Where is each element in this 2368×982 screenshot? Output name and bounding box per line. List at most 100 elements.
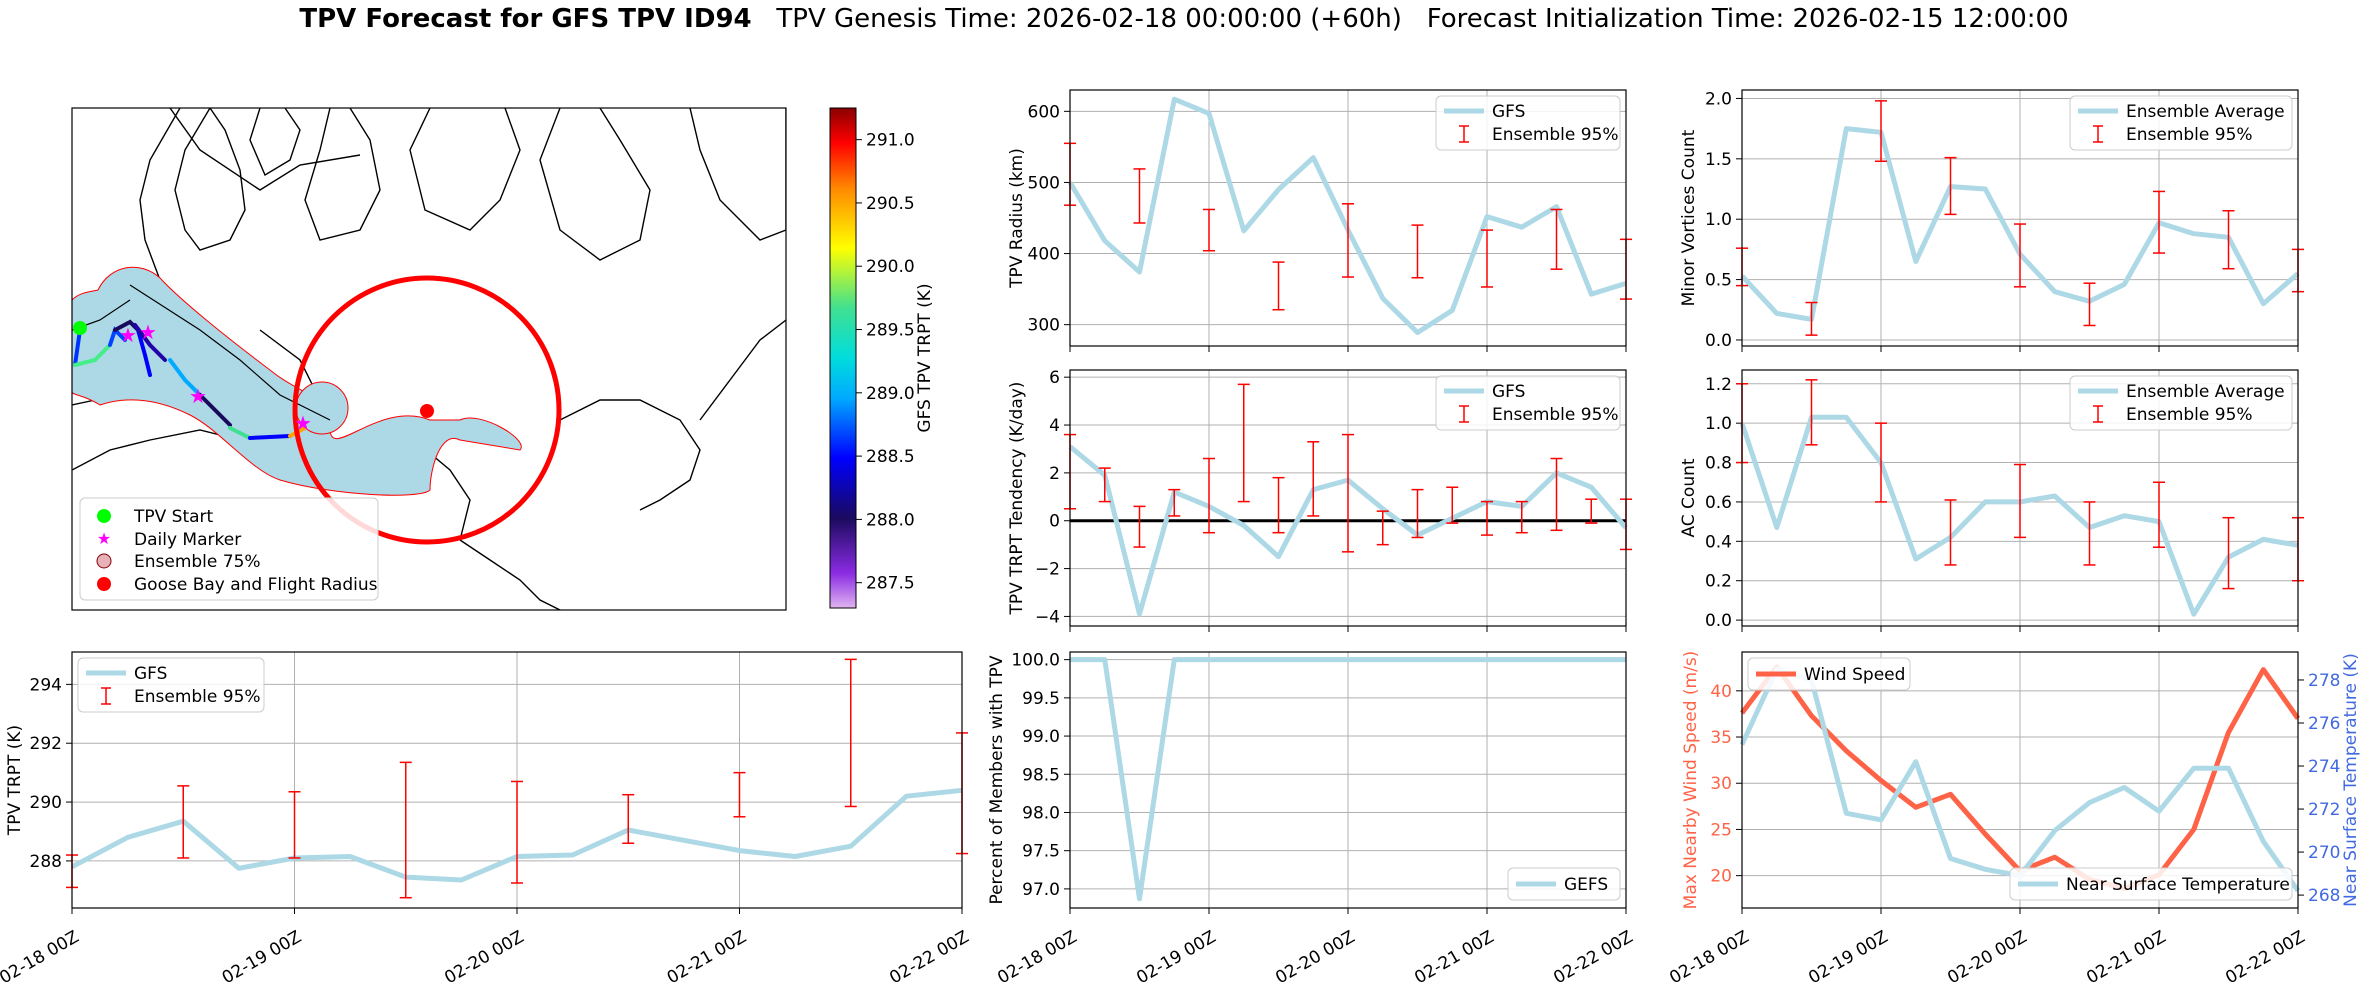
wind_temp-ytick2-label: 278 [2308, 671, 2340, 691]
minor-ytick-label: 2.0 [1705, 89, 1732, 109]
percent-ytick-label: 98.0 [1022, 803, 1060, 823]
legend-goosebay-label: Goose Bay and Flight Radius [134, 575, 378, 595]
coastline-island-a [174, 108, 246, 251]
trpt-ytick-label: 290 [30, 793, 62, 813]
tendency-ytick-label: 4 [1049, 416, 1060, 436]
legend-start-icon [97, 509, 111, 523]
minor-ytick-label: 0.5 [1705, 271, 1732, 291]
ac-ytick-label: 0.6 [1705, 493, 1732, 513]
trpt-ytick-label: 294 [30, 675, 62, 695]
minor-panel: 0.0 0.5 1.0 1.5 2.0 Minor Vortices Count Ens… [1679, 89, 2304, 352]
colorbar-tick-label: 288.5 [866, 447, 915, 467]
trpt-xtick-label: 02-22 00Z [886, 927, 972, 982]
percent-xtick-label: 02-22 00Z [1550, 927, 1636, 982]
tendency-legend-errbar [1459, 405, 1469, 423]
daily-marker-star: ★ [119, 323, 137, 347]
tendency-ytick-label: 6 [1049, 368, 1060, 388]
percent-legend-gefs: GEFS [1564, 875, 1608, 895]
ac-legend-errbar [2093, 405, 2103, 423]
temp-ylabel: Near Surface Temperature (K) [2341, 653, 2361, 907]
figure-title-bold: TPV Forecast for GFS TPV ID94 [299, 4, 752, 34]
coastline-island-d [409, 108, 521, 231]
percent-ylabel: Percent of Members with TPV [987, 655, 1007, 904]
radius-panel: 300 400 500 600 TPV Radius (km) GFS Ensembl… [1007, 89, 1632, 352]
minor-legend-ens: Ensemble 95% [2126, 125, 2253, 145]
ac-legend-box [2069, 375, 2293, 431]
track-segment [73, 328, 82, 367]
ensemble-75-region [72, 266, 522, 496]
wind_temp-ytick-label: 35 [1710, 728, 1732, 748]
percent-frame [1069, 651, 1627, 909]
colorbar-tick-label: 290.5 [866, 194, 915, 214]
ac-frame [1741, 369, 2299, 627]
ac-ytick-label: 0.4 [1705, 532, 1732, 552]
tendency-ytick-label: −4 [1035, 607, 1060, 627]
colorbar-tick-label: 289.5 [866, 321, 915, 341]
ac-ytick-label: 0.8 [1705, 454, 1732, 474]
minor-legend-box [2069, 95, 2293, 151]
percent-ytick-label: 99.0 [1022, 727, 1060, 747]
legend-daily-icon: ★ [97, 529, 111, 548]
wind_temp-xtick-label: 02-22 00Z [2222, 927, 2308, 982]
wind_temp-xtick-label: 02-19 00Z [1805, 927, 1891, 982]
percent-chart: 02-18 00Z 02-19 00Z 02-20 00Z 02-21 00Z 02-2… [994, 651, 1636, 982]
map-contents: ★ ★ ★ ★ [72, 108, 786, 610]
percent-legend-box [1507, 867, 1621, 901]
minor-legend-errbar [2093, 125, 2103, 143]
wind_temp-xtick-label: 02-18 00Z [1666, 927, 1752, 982]
wind_temp-ytick2-label: 270 [2308, 843, 2340, 863]
figure-title: TPV Forecast for GFS TPV ID94 TPV Genesi… [0, 4, 2368, 34]
wind_temp-ytick-label: 20 [1710, 867, 1732, 887]
radius-ylabel: TPV Radius (km) [1007, 148, 1027, 289]
map-panel: ★ ★ ★ ★ TPV Start ★ Daily Marker Ensembl… [71, 107, 935, 611]
wind_temp-ytick2-label: 268 [2308, 886, 2340, 906]
legend-goosebay-icon [97, 577, 111, 591]
goose-bay-marker [420, 404, 434, 418]
radius-legend-errbar [1459, 125, 1469, 143]
wind-legend-label: Wind Speed [1804, 665, 1905, 685]
map-legend: TPV Start ★ Daily Marker Ensemble 75% Go… [79, 497, 379, 601]
radius-chart: 300 400 500 600 [1028, 90, 1632, 352]
trpt-ylabel: TPV TRPT (K) [5, 725, 25, 836]
percent-xtick-label: 02-19 00Z [1133, 927, 1219, 982]
minor-ylabel: Minor Vortices Count [1679, 129, 1699, 306]
percent-series-line [1070, 657, 1626, 902]
temp-legend: Near Surface Temperature [2009, 867, 2293, 901]
minor-legend-avg: Ensemble Average [2126, 102, 2285, 122]
percent-ytick-label: 97.0 [1022, 880, 1060, 900]
colorbar-tick-label: 289.0 [866, 384, 915, 404]
radius-ytick-label: 300 [1028, 316, 1060, 336]
track-segment [73, 343, 112, 367]
tpv-track [73, 319, 307, 440]
wind_temp-ytick-label: 30 [1710, 774, 1732, 794]
tendency-legend-gfs: GFS [1492, 382, 1525, 402]
tendency-panel: −4 −2 0 2 4 6 TPV TRPT Tendency (K/day) GFS E… [1007, 368, 1632, 632]
wind_temp-xtick-label: 02-20 00Z [1944, 927, 2030, 982]
colorbar-tick-label: 287.5 [866, 574, 915, 594]
trpt-panel: 02-18 00Z 02-19 00Z 02-20 00Z 02-21 00Z 02-2… [0, 651, 973, 982]
trpt-ytick-label: 288 [30, 852, 62, 872]
wind_temp-ytick2-label: 272 [2308, 800, 2340, 820]
trpt-legend-gfs: GFS [134, 664, 167, 684]
daily-marker-star: ★ [139, 320, 157, 344]
tpv-start-marker [73, 321, 87, 335]
ac-legend: Ensemble Average Ensemble 95% [2069, 375, 2293, 431]
map-legend-box [79, 497, 379, 601]
percent-xtick-label: 02-20 00Z [1272, 927, 1358, 982]
map-frame [71, 107, 787, 611]
percent-ytick-label: 98.5 [1022, 765, 1060, 785]
wind-temp-chart: 02-18 00Z 02-19 00Z 02-20 00Z 02-21 00Z 02-2… [1666, 652, 2340, 982]
track-segment [198, 393, 232, 427]
minor-ytick-label: 1.5 [1705, 150, 1732, 170]
ac-legend-ens: Ensemble 95% [2126, 405, 2253, 425]
radius-ytick-label: 400 [1028, 245, 1060, 265]
legend-ensemble-label: Ensemble 75% [134, 552, 261, 572]
ac-panel: 0.0 0.2 0.4 0.6 0.8 1.0 1.2 AC Count Ensemble … [1679, 369, 2304, 632]
ac-ytick-label: 0.0 [1705, 611, 1732, 631]
trpt-xtick-label: 02-20 00Z [441, 927, 527, 982]
tendency-frame [1069, 369, 1627, 627]
percent-ytick-label: 97.5 [1022, 842, 1060, 862]
trpt-xtick-label: 02-18 00Z [0, 927, 83, 982]
wind-frame [1741, 651, 2299, 909]
wind_temp-xtick-label: 02-21 00Z [2083, 927, 2169, 982]
